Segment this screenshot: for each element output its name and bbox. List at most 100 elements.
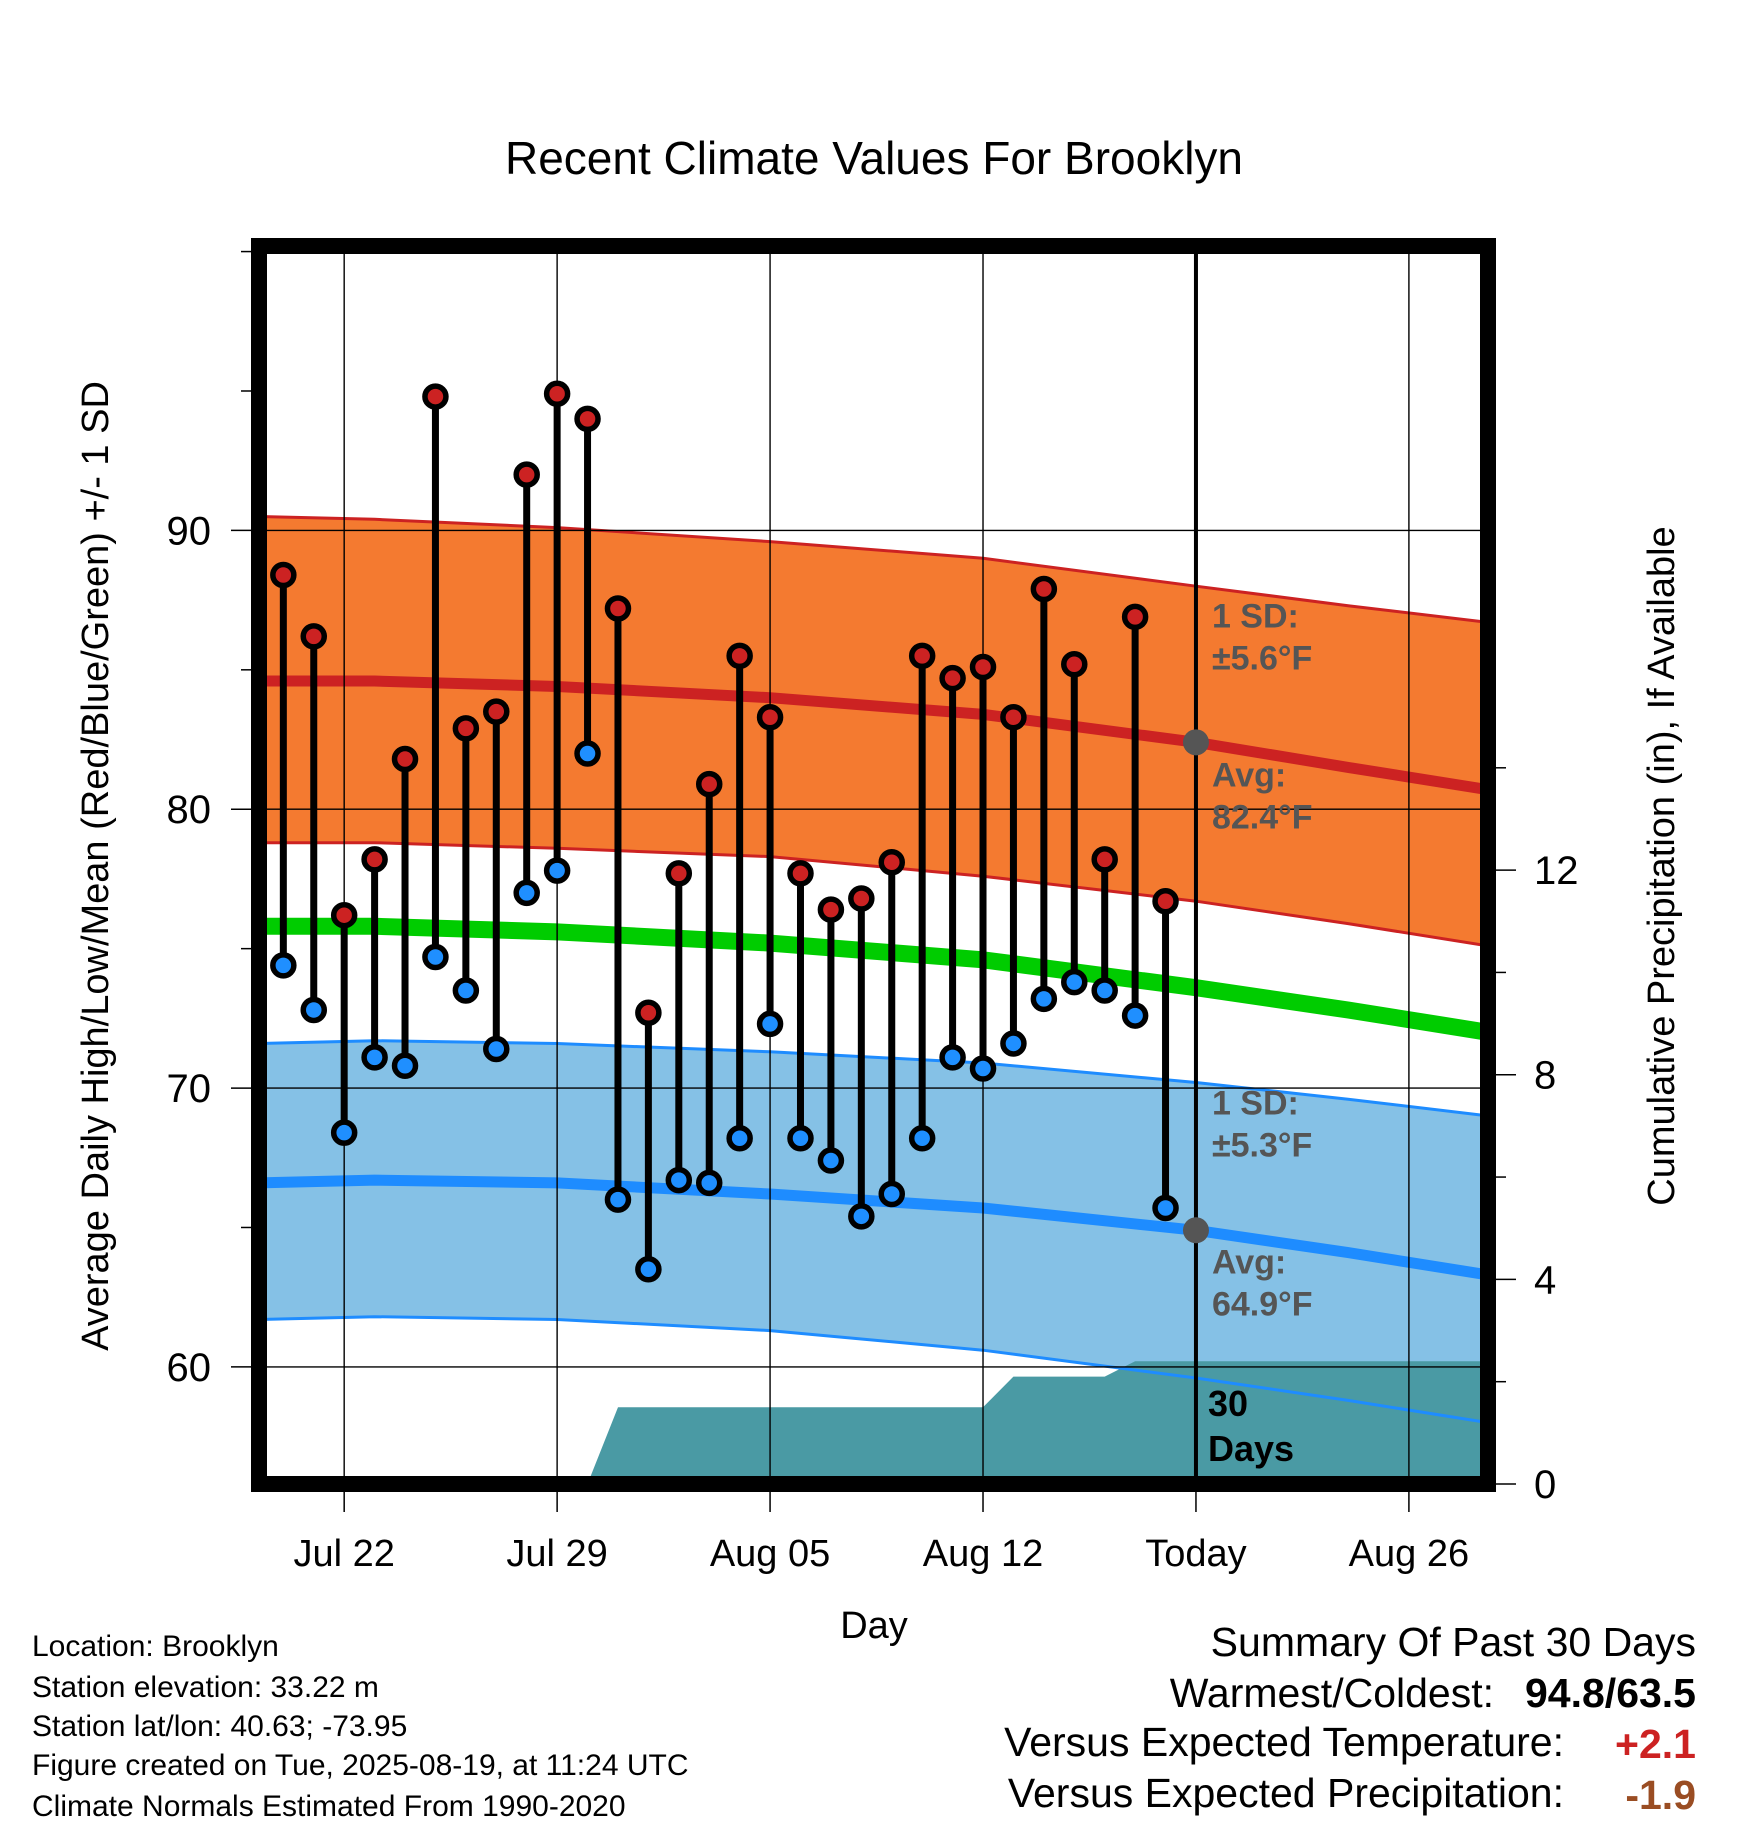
annotation-low-sd-value: ±5.3°F bbox=[1212, 1126, 1312, 1164]
x-axis-tick-label: Aug 05 bbox=[710, 1533, 830, 1575]
daily-high-point bbox=[969, 653, 997, 681]
right-axis-tick-label: 4 bbox=[1534, 1258, 1556, 1302]
annotation-high-avg-value: 82.4°F bbox=[1212, 798, 1313, 836]
daily-low-point bbox=[604, 1186, 632, 1213]
footer-location: Location: Brooklyn bbox=[32, 1630, 279, 1663]
today-normal-low-marker bbox=[1182, 1217, 1209, 1244]
daily-low-point bbox=[1030, 985, 1058, 1013]
x-axis-tick-label: Aug 26 bbox=[1349, 1533, 1469, 1575]
daily-low-point bbox=[361, 1044, 388, 1071]
daily-high-point bbox=[939, 664, 966, 692]
daily-high-point bbox=[1091, 846, 1118, 873]
annotation-high-avg: Avg: bbox=[1212, 756, 1286, 794]
daily-low-point bbox=[513, 879, 540, 907]
daily-low-point bbox=[969, 1055, 997, 1082]
left-axis-tick-label: 60 bbox=[167, 1346, 212, 1390]
daily-high-point bbox=[452, 715, 480, 742]
precip-area bbox=[587, 1361, 1488, 1484]
normal-high-line bbox=[259, 675, 1488, 796]
daily-low-point bbox=[330, 1119, 358, 1146]
daily-low-point bbox=[635, 1256, 662, 1283]
daily-high-point bbox=[543, 380, 571, 408]
footer-latlon: Station lat/lon: 40.63; -73.95 bbox=[32, 1710, 408, 1743]
daily-low-point bbox=[1152, 1194, 1179, 1222]
daily-high-point bbox=[361, 846, 388, 873]
daily-low-point bbox=[483, 1035, 510, 1063]
daily-low-point bbox=[270, 952, 297, 979]
daily-low-point bbox=[1000, 1030, 1027, 1057]
footer-created: Figure created on Tue, 2025-08-19, at 11… bbox=[32, 1749, 689, 1782]
daily-low-point bbox=[908, 1125, 936, 1152]
right-axis-tick-label: 12 bbox=[1534, 849, 1579, 893]
daily-high-point bbox=[300, 623, 328, 650]
daily-high-point bbox=[270, 561, 297, 589]
summary-warm-cold-label: Warmest/Coldest: bbox=[1169, 1670, 1494, 1716]
daily-high-point bbox=[391, 745, 419, 773]
right-axis-label: Cumulative Precipitation (in), If Availa… bbox=[1641, 526, 1683, 1205]
footer-elevation: Station elevation: 33.22 m bbox=[32, 1671, 379, 1704]
daily-low-point bbox=[695, 1169, 723, 1197]
right-axis-tick-label: 8 bbox=[1534, 1054, 1556, 1098]
annotation-high-sd-value: ±5.6°F bbox=[1212, 639, 1312, 677]
daily-high-point bbox=[787, 860, 814, 887]
daily-high-point bbox=[908, 642, 936, 670]
daily-high-point bbox=[756, 703, 784, 731]
daily-high-point bbox=[1000, 703, 1027, 731]
x-axis-tick-label: Jul 22 bbox=[293, 1533, 394, 1575]
daily-low-point bbox=[391, 1052, 419, 1080]
normal-mean-line bbox=[259, 917, 1488, 1041]
daily-high-point bbox=[574, 405, 601, 433]
normal-low-line bbox=[259, 1174, 1488, 1281]
daily-high-point bbox=[513, 461, 540, 488]
daily-high-point bbox=[848, 885, 875, 912]
annotation-period-unit: Days bbox=[1208, 1428, 1294, 1469]
x-axis-tick-label: Jul 29 bbox=[506, 1533, 607, 1575]
high-sd-upper-line bbox=[259, 515, 1488, 624]
x-axis-tick-label: Aug 12 bbox=[923, 1533, 1043, 1575]
annotation-low-avg-value: 64.9°F bbox=[1212, 1285, 1313, 1323]
daily-high-point bbox=[483, 698, 510, 725]
normal-low-band bbox=[259, 1040, 1488, 1423]
daily-low-point bbox=[452, 977, 480, 1004]
daily-low-point bbox=[1061, 968, 1088, 996]
daily-low-point bbox=[878, 1180, 906, 1208]
summary-precip-value: -1.9 bbox=[1625, 1772, 1696, 1818]
daily-high-point bbox=[604, 595, 632, 622]
daily-high-point bbox=[695, 770, 723, 798]
annotation-low-sd: 1 SD: bbox=[1212, 1084, 1299, 1122]
left-axis-tick-label: 90 bbox=[167, 509, 212, 553]
summary-temp-value: +2.1 bbox=[1615, 1721, 1696, 1767]
daily-high-point bbox=[1152, 887, 1179, 915]
daily-low-point bbox=[300, 996, 328, 1024]
annotation-high-sd: 1 SD: bbox=[1212, 597, 1299, 635]
daily-high-point bbox=[665, 860, 693, 887]
daily-low-point bbox=[939, 1044, 966, 1071]
daily-high-point bbox=[726, 642, 753, 670]
annotation-period-number: 30 bbox=[1208, 1383, 1248, 1424]
daily-high-point bbox=[422, 383, 449, 410]
daily-high-point bbox=[330, 901, 358, 929]
plot-frame bbox=[251, 238, 1496, 1492]
annotation-low-avg: Avg: bbox=[1212, 1243, 1286, 1281]
daily-low-point bbox=[1091, 977, 1118, 1004]
daily-low-point bbox=[543, 857, 571, 884]
summary-heading: Summary Of Past 30 Days bbox=[1210, 1619, 1696, 1665]
daily-high-point bbox=[1030, 575, 1058, 603]
left-axis-tick-label: 80 bbox=[167, 788, 212, 832]
right-axis-tick-label: 0 bbox=[1534, 1463, 1556, 1507]
footer-normals: Climate Normals Estimated From 1990-2020 bbox=[32, 1790, 626, 1823]
daily-low-point bbox=[756, 1010, 784, 1038]
plot-area: 1 SD: ±5.6°F Avg: 82.4°F 1 SD: ±5.3°F Avg: 64.9… bbox=[167, 238, 1579, 1575]
daily-low-point bbox=[422, 943, 449, 971]
summary-temp-label: Versus Expected Temperature: bbox=[1004, 1719, 1564, 1765]
daily-low-point bbox=[817, 1147, 845, 1174]
daily-high-point bbox=[635, 999, 662, 1027]
summary-precip-label: Versus Expected Precipitation: bbox=[1007, 1770, 1564, 1816]
x-axis-tick-label: Today bbox=[1145, 1533, 1246, 1575]
x-axis-label: Day bbox=[840, 1605, 908, 1647]
today-normal-high-marker bbox=[1182, 729, 1209, 756]
left-axis-label: Average Daily High/Low/Mean (Red/Blue/Gr… bbox=[75, 381, 117, 1351]
daily-high-point bbox=[878, 848, 906, 876]
daily-high-point bbox=[817, 896, 845, 923]
